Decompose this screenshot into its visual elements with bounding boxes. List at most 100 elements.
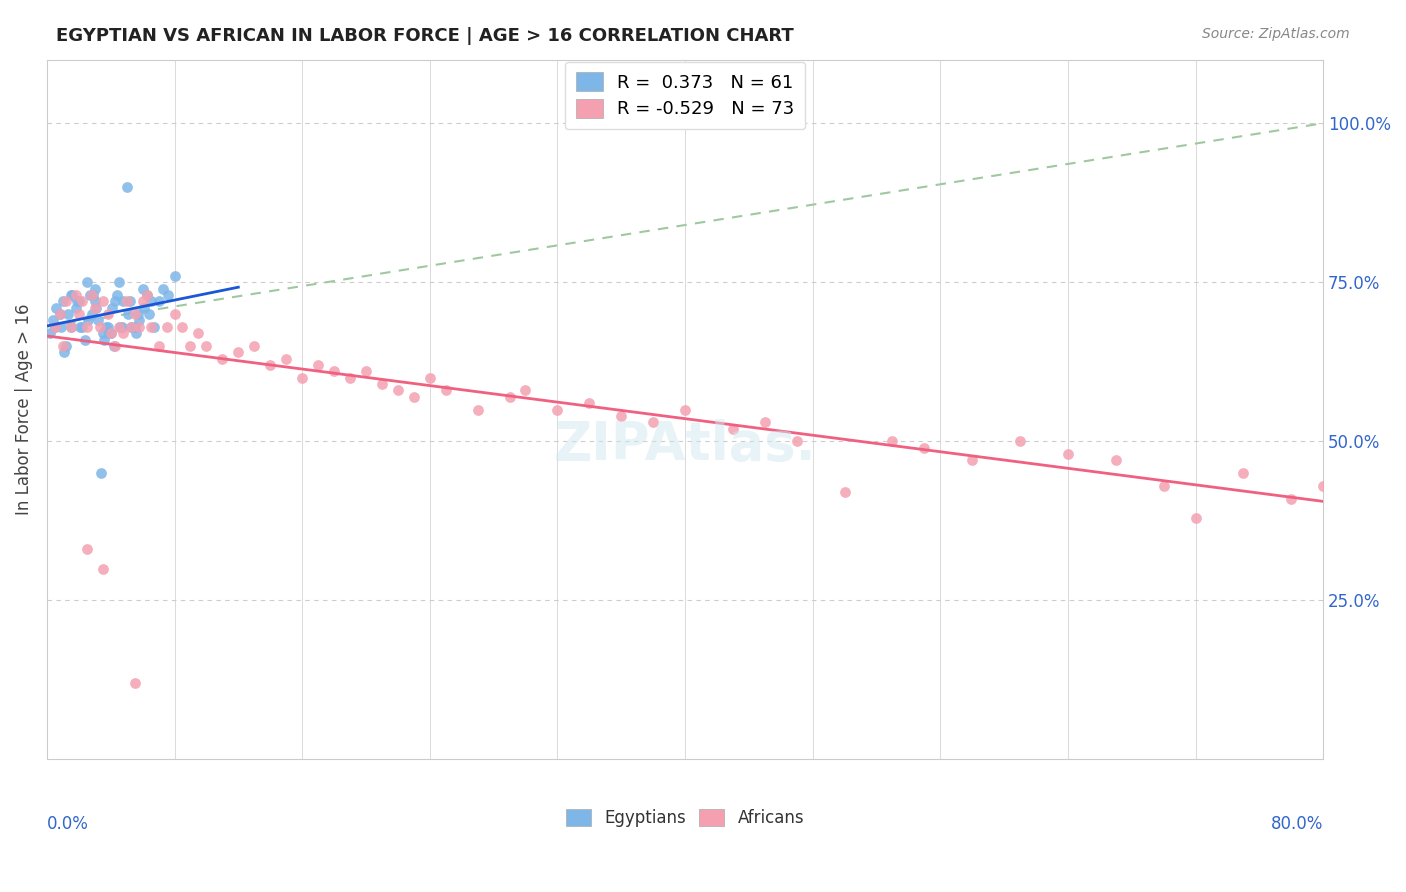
Point xyxy=(59,319,82,334)
Point xyxy=(56,307,79,321)
Point xyxy=(402,390,425,404)
Point xyxy=(211,351,233,366)
Point xyxy=(76,319,98,334)
Point xyxy=(66,294,89,309)
Point xyxy=(195,339,218,353)
Point xyxy=(354,364,377,378)
Point xyxy=(124,307,146,321)
Point xyxy=(1232,466,1254,480)
Point xyxy=(98,326,121,341)
Point xyxy=(371,377,394,392)
Point xyxy=(96,319,118,334)
Point xyxy=(578,396,600,410)
Point xyxy=(76,542,98,557)
Point xyxy=(228,345,250,359)
Point xyxy=(323,364,346,378)
Point xyxy=(80,307,103,321)
Point xyxy=(134,301,156,315)
Point xyxy=(138,307,160,321)
Point xyxy=(124,319,146,334)
Point xyxy=(1184,510,1206,524)
Point xyxy=(48,307,70,321)
Point xyxy=(65,288,87,302)
Point xyxy=(75,333,97,347)
Point xyxy=(172,319,194,334)
Point xyxy=(118,294,141,309)
Point xyxy=(124,676,146,690)
Point xyxy=(82,288,104,302)
Point xyxy=(754,415,776,429)
Point xyxy=(111,319,134,334)
Point xyxy=(148,339,170,353)
Point xyxy=(76,275,98,289)
Point xyxy=(643,415,665,429)
Point xyxy=(67,307,90,321)
Point xyxy=(103,339,125,353)
Point xyxy=(1279,491,1302,506)
Point xyxy=(55,294,77,309)
Point xyxy=(45,301,67,315)
Point xyxy=(1008,434,1031,449)
Point xyxy=(152,282,174,296)
Text: ZIPAtlas.: ZIPAtlas. xyxy=(554,418,817,470)
Point xyxy=(115,179,138,194)
Point xyxy=(960,453,983,467)
Point xyxy=(1153,479,1175,493)
Text: 80.0%: 80.0% xyxy=(1271,815,1323,833)
Point xyxy=(1105,453,1128,467)
Point xyxy=(387,384,409,398)
Point xyxy=(104,294,127,309)
Y-axis label: In Labor Force | Age > 16: In Labor Force | Age > 16 xyxy=(15,304,32,516)
Point xyxy=(139,319,162,334)
Point xyxy=(100,326,122,341)
Point xyxy=(65,301,87,315)
Point xyxy=(515,384,537,398)
Point xyxy=(107,275,129,289)
Point xyxy=(467,402,489,417)
Point xyxy=(142,319,165,334)
Point xyxy=(104,339,127,353)
Point xyxy=(163,268,186,283)
Point xyxy=(62,288,84,302)
Point xyxy=(834,485,856,500)
Point xyxy=(128,319,150,334)
Point xyxy=(79,288,101,302)
Point xyxy=(127,307,149,321)
Point xyxy=(90,466,112,480)
Text: Source: ZipAtlas.com: Source: ZipAtlas.com xyxy=(1202,27,1350,41)
Point xyxy=(1312,479,1334,493)
Point xyxy=(419,370,441,384)
Point xyxy=(125,326,148,341)
Text: 0.0%: 0.0% xyxy=(46,815,89,833)
Point xyxy=(59,288,82,302)
Point xyxy=(52,339,75,353)
Point xyxy=(107,319,129,334)
Point xyxy=(117,307,139,321)
Point xyxy=(91,294,114,309)
Point xyxy=(786,434,808,449)
Point xyxy=(91,561,114,575)
Point xyxy=(291,370,314,384)
Point xyxy=(131,294,153,309)
Point xyxy=(105,288,128,302)
Point xyxy=(179,339,201,353)
Point xyxy=(52,294,75,309)
Point xyxy=(51,319,73,334)
Point xyxy=(100,326,122,341)
Point xyxy=(96,307,118,321)
Point xyxy=(69,319,91,334)
Point xyxy=(70,294,93,309)
Point xyxy=(610,409,633,423)
Point xyxy=(115,294,138,309)
Point xyxy=(120,319,142,334)
Point xyxy=(42,313,65,327)
Point xyxy=(91,326,114,341)
Point xyxy=(83,294,105,309)
Point xyxy=(48,307,70,321)
Point xyxy=(434,384,457,398)
Point xyxy=(77,313,100,327)
Point xyxy=(163,307,186,321)
Point xyxy=(243,339,266,353)
Point xyxy=(498,390,520,404)
Point xyxy=(44,319,66,334)
